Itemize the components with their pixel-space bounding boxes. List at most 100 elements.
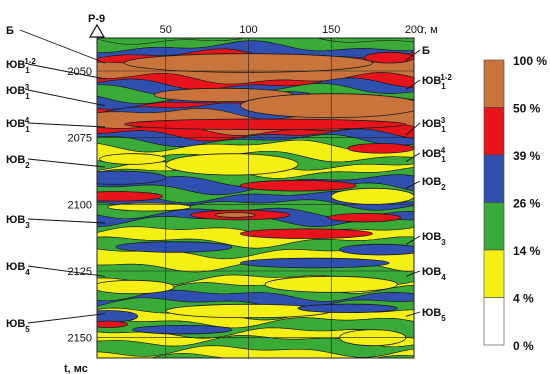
horizon-label: ЮВ4	[6, 261, 106, 277]
contour-lens	[297, 303, 398, 314]
contour-lens	[214, 212, 256, 218]
legend-swatch	[483, 59, 505, 108]
horizon-labels-left: Б ЮВ11-2 ЮВ13 ЮВ14 ЮВ2 ЮВ3 ЮВ4 ЮВ5	[6, 25, 106, 334]
horizon-label-text: ЮВ3	[422, 231, 446, 247]
contour-lens	[239, 257, 390, 269]
leader-line	[27, 122, 106, 128]
horizon-label: ЮВ13	[405, 116, 446, 136]
legend-label: 100 %	[513, 54, 547, 68]
legend-swatch	[483, 107, 505, 156]
horizon-label-text: ЮВ2	[422, 176, 446, 192]
legend-label: 0 %	[513, 339, 534, 353]
horizon-label: Б	[405, 45, 430, 61]
horizon-label-text: ЮВ4	[6, 261, 30, 277]
leader-line	[405, 311, 421, 317]
horizon-label-text: ЮВ4	[422, 266, 446, 282]
contour-lens	[123, 118, 407, 131]
x-axis-unit-label: r, м	[421, 24, 438, 36]
legend-label: 50 %	[513, 102, 541, 116]
horizon-label-text: ЮВ5	[6, 318, 30, 334]
legend-swatch	[483, 297, 505, 346]
contour-lens	[339, 243, 414, 256]
contour-lens	[97, 279, 175, 295]
leader-line	[27, 63, 106, 80]
contour-field	[97, 38, 414, 358]
well-triangle-icon	[88, 23, 106, 38]
horizon-label: ЮВ2	[405, 176, 446, 192]
x-tick-label: 150	[322, 24, 340, 36]
horizon-label-text: ЮВ11-2	[6, 57, 36, 75]
legend-label: 26 %	[513, 197, 541, 211]
leader-line	[405, 79, 421, 91]
contour-band	[97, 345, 414, 358]
contour-lens	[327, 213, 402, 223]
legend-swatch	[483, 249, 505, 298]
contour-lens	[330, 187, 414, 205]
horizon-label: ЮВ14	[6, 116, 106, 134]
contour-lens	[239, 179, 357, 192]
contour-lens	[165, 153, 299, 176]
y-tick-label: 2100	[68, 199, 92, 211]
horizon-label: ЮВ13	[6, 83, 106, 107]
leader-line	[27, 265, 106, 277]
legend-label: 4 %	[513, 292, 534, 306]
y-tick-label: 2150	[68, 333, 92, 345]
horizon-label-text: ЮВ11-2	[422, 73, 452, 91]
horizon-label-text: ЮВ2	[6, 154, 30, 170]
horizon-label: ЮВ2	[6, 154, 106, 170]
horizon-label-text: ЮВ14	[6, 116, 30, 134]
legend-label: 39 %	[513, 149, 541, 163]
contour-lens	[239, 228, 374, 239]
y-tick-label: 2125	[68, 266, 92, 278]
horizon-label: ЮВ11-2	[6, 57, 106, 80]
horizon-label: ЮВ5	[6, 313, 106, 334]
leader-line	[27, 158, 106, 168]
x-axis: r, м 50 100 150 200	[160, 24, 438, 36]
leader-line	[27, 89, 106, 107]
legend-label: 14 %	[513, 244, 541, 258]
leader-line	[405, 122, 421, 136]
contour-lens	[97, 170, 167, 185]
contour-lens	[347, 143, 414, 154]
leader-line	[405, 270, 421, 277]
horizon-label-text: Б	[422, 45, 430, 57]
leader-line	[405, 235, 421, 245]
leader-line	[405, 152, 421, 163]
x-tick-label: 100	[239, 24, 257, 36]
contour-lens	[132, 324, 233, 335]
horizon-label-text: ЮВ3	[6, 214, 30, 230]
horizon-label: ЮВ4	[405, 266, 446, 282]
leader-line	[405, 49, 421, 61]
contour-lens	[363, 51, 414, 64]
y-axis-unit-label: t, мс	[64, 363, 88, 374]
legend-swatch	[483, 154, 505, 203]
horizon-label: ЮВ11-2	[405, 73, 452, 91]
horizon-label: ЮВ3	[6, 214, 106, 230]
horizon-label: ЮВ14	[405, 146, 446, 164]
x-tick-label: 50	[160, 24, 172, 36]
contour-lens	[97, 310, 139, 323]
well-marker: Р-9	[88, 13, 106, 38]
well-label: Р-9	[88, 13, 105, 25]
horizon-label: ЮВ5	[405, 307, 446, 323]
horizon-label-text: ЮВ14	[422, 146, 446, 164]
contour-lens	[107, 202, 191, 212]
horizon-label-text: ЮВ13	[6, 83, 30, 101]
legend: 100 % 50 % 39 % 26 % 14 % 4 % 0 %	[483, 54, 547, 353]
x-tick-label: 200	[405, 24, 423, 36]
horizon-label-text: ЮВ13	[422, 116, 446, 134]
contour-lens	[115, 241, 233, 253]
leader-line	[27, 218, 106, 224]
contour-lens	[97, 191, 163, 202]
horizon-label: ЮВ3	[405, 231, 446, 247]
y-tick-label: 2075	[68, 133, 92, 145]
horizon-label: Б	[6, 25, 106, 64]
horizon-labels-right: Б ЮВ11-2 ЮВ13 ЮВ14 ЮВ2 ЮВ3 ЮВ4 ЮВ5	[405, 45, 452, 323]
leader-line	[19, 29, 106, 64]
legend-swatch	[483, 202, 505, 251]
horizon-label-text: ЮВ5	[422, 307, 446, 323]
horizon-label-text: Б	[6, 25, 14, 37]
contour-lens	[97, 320, 129, 328]
